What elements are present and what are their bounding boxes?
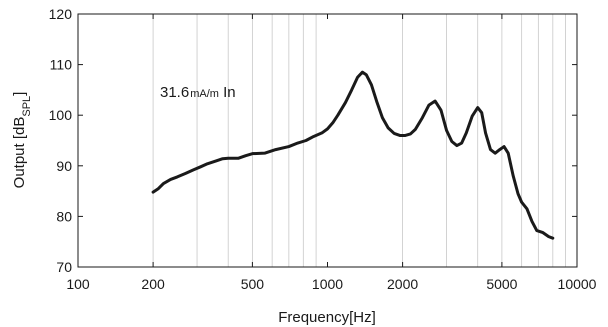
- y-axis-title-prefix: Output [dB: [11, 117, 28, 189]
- x-tick-label: 2000: [387, 276, 418, 292]
- series-line: [151, 70, 555, 240]
- x-axis-title: Frequency[Hz]: [278, 309, 376, 326]
- x-tick-label: 1000: [312, 276, 343, 292]
- y-axis-title: Output [dBSPL]: [11, 92, 33, 189]
- y-tick-label: 90: [56, 158, 72, 174]
- x-tick-labels: 100 200 500 1000 2000 5000 10000: [66, 276, 596, 292]
- annotation-unit: mA/m: [190, 88, 219, 100]
- x-tick-label: 200: [141, 276, 165, 292]
- grid: [152, 14, 566, 267]
- x-tick-label: 5000: [486, 276, 517, 292]
- annotation-main: 31.6: [160, 84, 189, 101]
- x-tick-label: 10000: [558, 276, 597, 292]
- y-tick-label: 100: [49, 107, 73, 123]
- x-tick-label: 100: [66, 276, 90, 292]
- annotation-suffix: In: [219, 84, 236, 101]
- y-tick-label: 80: [56, 208, 72, 224]
- annotation: 31.6mA/m In: [160, 84, 236, 101]
- y-tick-label: 70: [56, 259, 72, 275]
- x-tick-label: 500: [241, 276, 265, 292]
- axis-ticks: [77, 13, 578, 268]
- y-tick-labels: 70 80 90 100 110 120: [49, 6, 73, 275]
- y-tick-label: 120: [49, 6, 73, 22]
- y-axis-title-suffix: ]: [11, 92, 28, 96]
- y-tick-label: 110: [50, 57, 73, 73]
- y-axis-title-subscript: SPL: [21, 96, 33, 117]
